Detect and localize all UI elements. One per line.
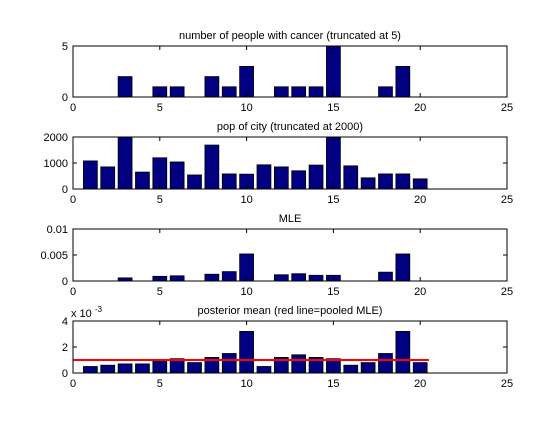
y-tick-label-2-0: 0 (62, 184, 68, 196)
x-tick-label-4-15: 15 (327, 378, 339, 390)
bar-2-1 (83, 160, 98, 190)
bar-3-10 (239, 253, 254, 282)
bar-1-12 (273, 86, 289, 98)
x-tick-label-3-5: 5 (157, 286, 163, 298)
chart-title-2: pop of city (truncated at 2000) (217, 121, 363, 133)
bar-1-15 (326, 45, 341, 98)
bar-4-11 (256, 366, 272, 374)
bar-4-19 (395, 330, 411, 374)
y-tick-label-4-2: 4 (62, 316, 68, 328)
x-tick-label-1-25: 25 (501, 102, 513, 114)
y-tick-label-4-1: 2 (62, 342, 68, 354)
x-tick-label-3-15: 15 (327, 286, 339, 298)
bar-2-17 (360, 177, 376, 190)
plot-area-3 (73, 229, 507, 281)
x-tick-label-4-0: 0 (70, 378, 76, 390)
x-tick-label-3-25: 25 (501, 286, 513, 298)
y-tick-label-2-2: 2000 (44, 132, 68, 144)
bar-2-15 (326, 136, 341, 190)
bar-3-9 (221, 271, 237, 282)
y-exponent-power: -3 (95, 305, 103, 314)
plot-area-1 (73, 46, 507, 97)
y-tick-label-2-1: 1000 (44, 158, 68, 170)
bar-3-14 (308, 274, 324, 282)
x-tick-label-1-5: 5 (157, 102, 163, 114)
bar-1-9 (221, 86, 237, 98)
bar-1-18 (378, 86, 393, 98)
y-tick-label-4-0: 0 (62, 368, 68, 380)
bar-1-6 (169, 86, 185, 98)
y-exponent-label: x 10 (71, 308, 92, 320)
bar-2-9 (221, 173, 237, 190)
bar-4-9 (221, 353, 237, 374)
x-tick-label-1-20: 20 (414, 102, 426, 114)
bar-4-16 (343, 364, 359, 374)
bar-1-14 (308, 86, 324, 98)
bar-4-13 (291, 354, 307, 374)
y-tick-label-3-2: 0.01 (47, 224, 68, 236)
x-tick-label-3-0: 0 (70, 286, 76, 298)
bar-2-4 (135, 171, 150, 190)
x-tick-label-2-5: 5 (157, 194, 163, 206)
bar-2-12 (273, 166, 289, 190)
bar-1-10 (239, 66, 254, 98)
bar-2-18 (378, 173, 393, 190)
bar-2-19 (395, 173, 411, 190)
chart-title-4: posterior mean (red line=pooled MLE) (198, 305, 383, 317)
bar-1-13 (291, 86, 307, 98)
x-tick-label-3-10: 10 (240, 286, 252, 298)
x-tick-label-4-10: 10 (240, 378, 252, 390)
bar-4-1 (83, 366, 98, 374)
y-tick-label-1-0: 0 (62, 92, 68, 104)
x-tick-label-2-0: 0 (70, 194, 76, 206)
bar-1-3 (117, 76, 133, 98)
bar-2-8 (204, 144, 220, 190)
bar-2-6 (169, 161, 185, 190)
bar-1-8 (204, 76, 220, 98)
y-tick-label-1-1: 5 (62, 41, 68, 53)
bar-4-17 (360, 362, 376, 374)
x-tick-label-2-25: 25 (501, 194, 513, 206)
y-tick-label-3-0: 0 (62, 276, 68, 288)
bar-2-11 (256, 164, 272, 190)
x-tick-label-1-0: 0 (70, 102, 76, 114)
axes-box-1 (72, 45, 508, 98)
bar-2-14 (308, 164, 324, 190)
x-tick-label-4-25: 25 (501, 378, 513, 390)
chart-title-1: number of people with cancer (truncated … (179, 30, 401, 42)
x-tick-label-2-20: 20 (414, 194, 426, 206)
bar-4-4 (135, 363, 150, 374)
x-tick-label-3-20: 20 (414, 286, 426, 298)
x-tick-label-2-10: 10 (240, 194, 252, 206)
bar-3-6 (169, 275, 185, 282)
bar-3-12 (273, 274, 289, 282)
bar-4-2 (100, 364, 116, 374)
chart-title-3: MLE (279, 213, 302, 225)
x-tick-label-4-20: 20 (414, 378, 426, 390)
bar-4-3 (117, 363, 133, 374)
bar-2-13 (291, 170, 307, 190)
x-tick-label-4-5: 5 (157, 378, 163, 390)
bar-2-3 (117, 136, 133, 190)
bar-4-7 (187, 362, 202, 374)
bar-3-19 (395, 253, 411, 282)
x-tick-label-1-10: 10 (240, 102, 252, 114)
x-tick-label-1-15: 15 (327, 102, 339, 114)
bar-2-7 (187, 174, 202, 190)
bar-3-18 (378, 271, 393, 282)
bar-1-19 (395, 66, 411, 98)
y-tick-label-3-1: 0.005 (40, 250, 68, 262)
bar-2-5 (152, 157, 168, 190)
bar-4-18 (378, 353, 393, 374)
bar-4-10 (239, 330, 254, 374)
bar-3-8 (204, 273, 220, 282)
bar-2-16 (343, 165, 359, 190)
bar-3-13 (291, 273, 307, 282)
x-tick-label-2-15: 15 (327, 194, 339, 206)
bar-2-2 (100, 166, 116, 190)
